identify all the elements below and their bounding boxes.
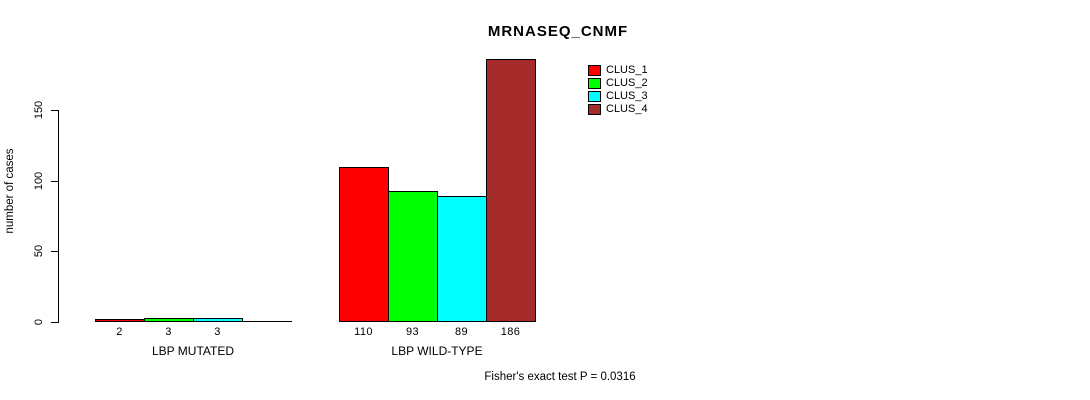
- bar: [144, 318, 194, 322]
- legend-swatch: [588, 91, 601, 102]
- bar-value-label: 3: [214, 326, 221, 338]
- bar: [486, 59, 536, 322]
- bar-value-label: 186: [500, 326, 521, 338]
- legend-label: CLUS_3: [606, 90, 648, 102]
- y-tick-label: 50: [33, 244, 45, 258]
- bar-value-label: 93: [405, 326, 420, 338]
- bar-value-label: 3: [165, 326, 172, 338]
- y-tick: [51, 110, 58, 111]
- legend: CLUS_1 CLUS_2 CLUS_3 CLUS_4: [588, 64, 648, 116]
- group-label: LBP WILD-TYPE: [391, 344, 483, 358]
- bar: [242, 321, 292, 322]
- y-tick: [51, 251, 58, 252]
- group-label: LBP MUTATED: [151, 344, 235, 358]
- y-tick: [51, 181, 58, 182]
- bar: [339, 167, 389, 322]
- bar: [388, 191, 438, 322]
- legend-item: CLUS_4: [588, 103, 648, 116]
- legend-swatch: [588, 104, 601, 115]
- legend-item: CLUS_1: [588, 64, 648, 77]
- legend-label: CLUS_4: [606, 103, 648, 115]
- legend-label: CLUS_1: [606, 64, 648, 76]
- y-axis-label: number of cases: [4, 148, 16, 234]
- legend-swatch: [588, 65, 601, 76]
- pvalue-annotation: Fisher's exact test P = 0.0316: [484, 371, 636, 383]
- bar-value-label: 110: [354, 326, 373, 338]
- bar: [193, 318, 243, 322]
- y-tick-label: 150: [33, 100, 45, 120]
- legend-item: CLUS_3: [588, 90, 648, 103]
- y-tick: [51, 322, 58, 323]
- y-tick-label: 100: [33, 171, 45, 191]
- bar: [437, 196, 487, 322]
- legend-item: CLUS_2: [588, 77, 648, 90]
- y-axis-line: [58, 110, 59, 323]
- legend-label: CLUS_2: [606, 77, 648, 89]
- y-tick-label: 0: [33, 318, 45, 326]
- chart-title: MRNASEQ_CNMF: [487, 23, 629, 40]
- bar: [95, 319, 145, 322]
- legend-swatch: [588, 78, 601, 89]
- bar-value-label: 2: [116, 326, 123, 338]
- bar-value-label: 89: [454, 326, 469, 338]
